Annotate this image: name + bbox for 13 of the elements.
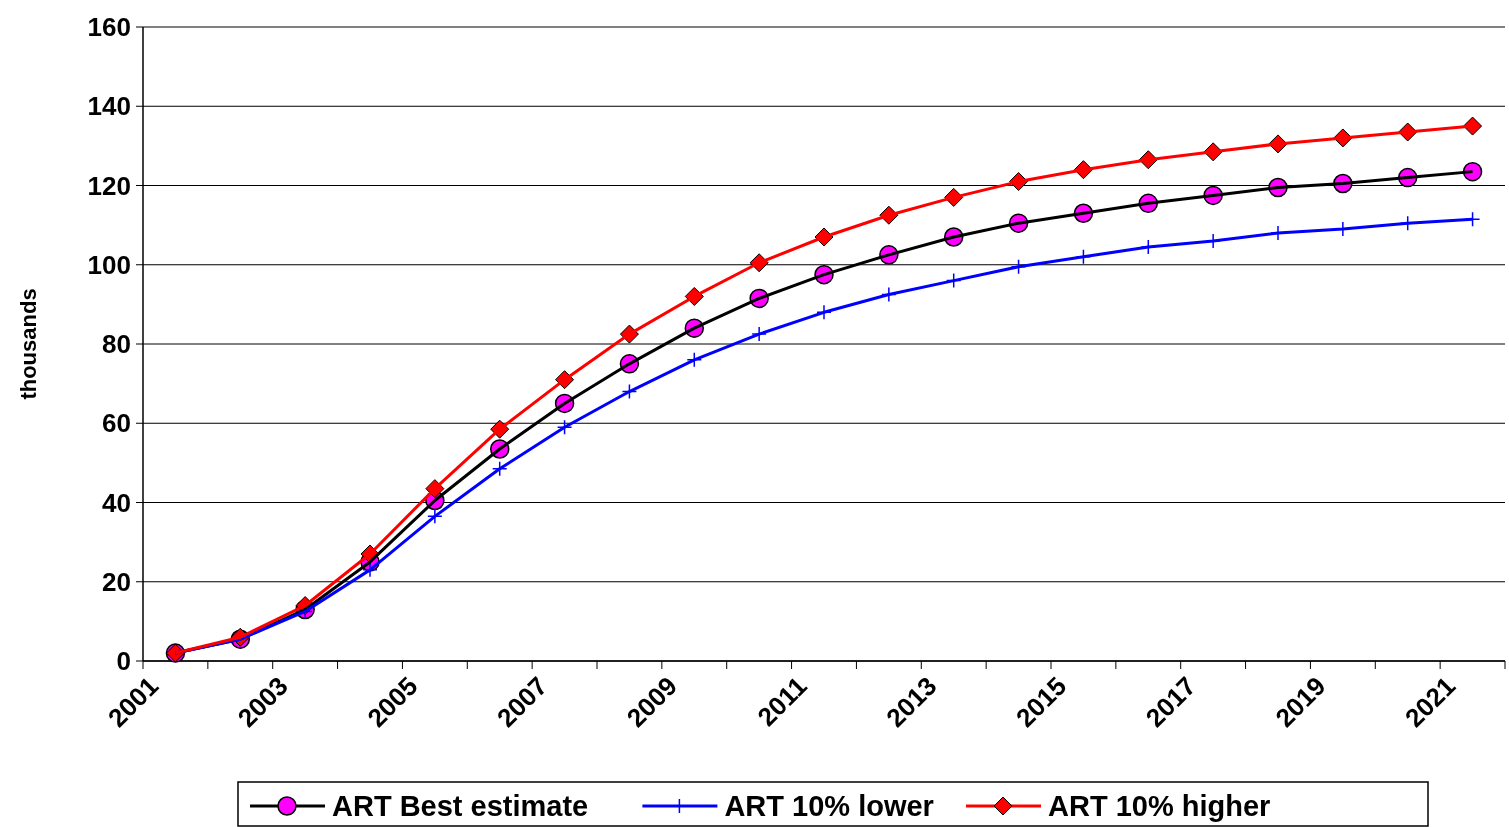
legend-label: ART 10% lower (724, 790, 934, 822)
y-tick-label: 160 (87, 12, 131, 43)
y-axis-title: thousands (16, 288, 41, 400)
y-tick-label: 40 (102, 487, 131, 518)
y-tick-label: 0 (116, 646, 131, 677)
y-tick-label: 80 (102, 329, 131, 360)
y-tick-label: 100 (87, 249, 131, 280)
legend-label: ART 10% higher (1048, 790, 1271, 822)
y-tick-label: 60 (102, 408, 131, 439)
y-tick-label: 20 (102, 566, 131, 597)
legend-label: ART Best estimate (332, 790, 589, 822)
y-tick-label: 140 (87, 91, 131, 122)
y-tick-label: 120 (87, 170, 131, 201)
